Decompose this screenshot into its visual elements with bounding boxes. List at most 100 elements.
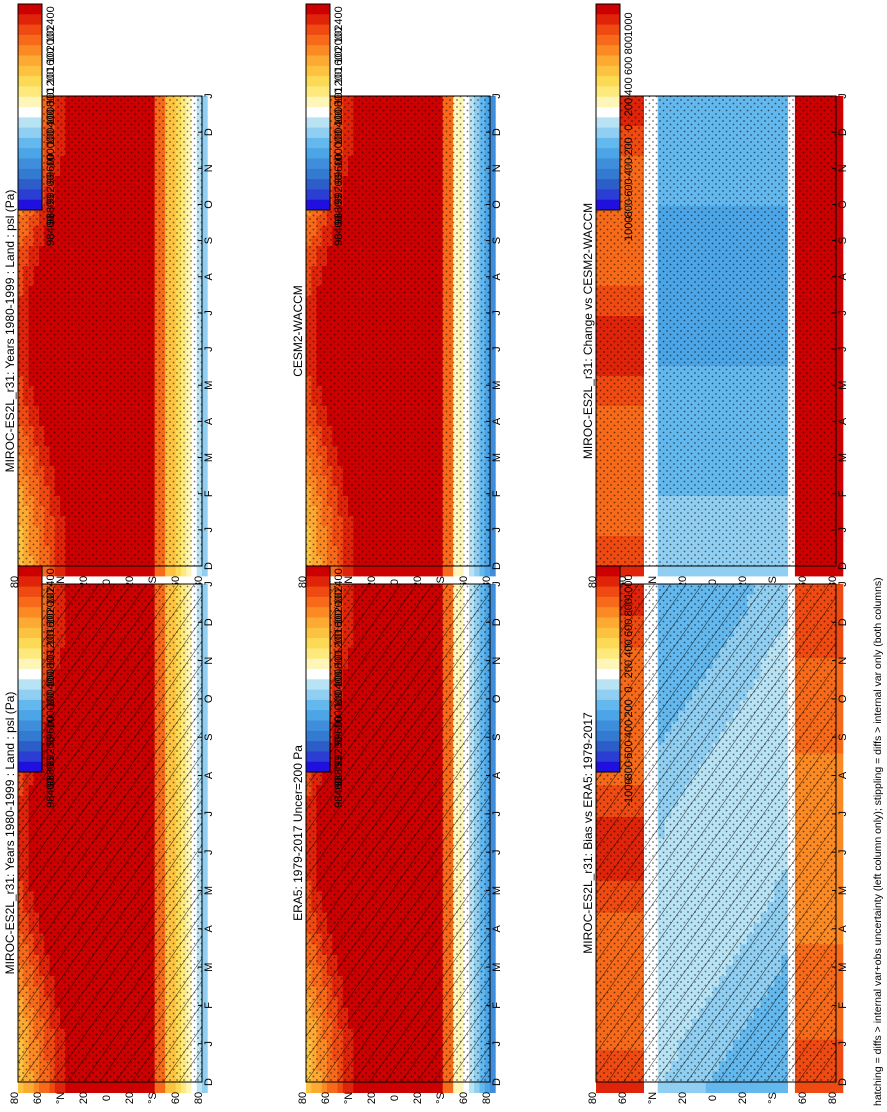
- colorbar-swatch: [596, 730, 620, 742]
- colorbar-swatch: [18, 96, 42, 108]
- colorbar-swatch: [596, 751, 620, 763]
- colorbar-swatch: [306, 710, 330, 721]
- colorbar-swatch: [306, 96, 330, 108]
- colorbar-tick-label: -600: [623, 740, 635, 762]
- colorbar-swatch: [306, 24, 330, 36]
- month-tick-label: F: [837, 490, 849, 497]
- colorbar-tick-label: 102400: [333, 568, 345, 605]
- lat-tick-label: 0: [101, 1095, 113, 1101]
- colorbar-tick-label: 101200: [45, 630, 57, 667]
- colorbar-tick-label: 800: [623, 36, 635, 54]
- colorbar: 1024001020001016001012001008001004001000…: [305, 565, 345, 808]
- colorbar-tick-label: 101600: [45, 47, 57, 84]
- colorbar-tick-label: 98800: [333, 757, 345, 788]
- month-tick-label: D: [491, 618, 503, 626]
- colorbar-swatch: [596, 679, 620, 690]
- colorbar-swatch: [18, 699, 42, 711]
- colorbar-tick-label: 102000: [45, 589, 57, 626]
- colorbar-swatch: [18, 34, 42, 46]
- month-tick-label: D: [491, 562, 503, 570]
- lat-tick-label: °S: [767, 576, 779, 588]
- lat-tick-label: 60: [320, 1092, 332, 1104]
- month-tick-label: N: [203, 164, 215, 172]
- colorbar-swatch: [306, 45, 330, 56]
- month-tick-label: S: [491, 734, 503, 741]
- colorbar-swatch: [18, 710, 42, 721]
- colorbar-swatch: [596, 179, 620, 190]
- hatching-overlay: [18, 584, 202, 1082]
- stippling-overlay: [306, 96, 490, 566]
- panel-p4: DJFMAMJJASONDJ8060°N20020°S6080CESM2-WAC…: [291, 3, 503, 588]
- colorbar-swatch: [306, 566, 330, 577]
- colorbar-tick-label: 101600: [45, 609, 57, 646]
- month-tick-label: J: [837, 527, 849, 533]
- colorbar-swatch: [18, 689, 42, 701]
- colorbar-swatch: [306, 4, 330, 15]
- colorbar-tick-label: 102000: [333, 589, 345, 626]
- lat-tick-label: 80: [193, 1092, 205, 1104]
- month-tick-label: J: [491, 346, 503, 352]
- colorbar-swatch: [306, 76, 330, 87]
- month-tick-label: M: [491, 886, 503, 895]
- lat-tick-label: 80: [9, 1092, 21, 1104]
- month-tick-label: J: [837, 93, 849, 99]
- month-tick-label: O: [491, 200, 503, 209]
- colorbar-tick-label: 101200: [333, 630, 345, 667]
- month-tick-label: J: [837, 346, 849, 352]
- colorbar-swatch: [596, 627, 620, 639]
- month-tick-label: N: [491, 164, 503, 172]
- month-tick-label: S: [491, 237, 503, 244]
- colorbar-swatch: [596, 617, 620, 629]
- colorbar-swatch: [18, 158, 42, 170]
- month-tick-label: A: [837, 417, 849, 425]
- colorbar-tick-label: 98400: [333, 777, 345, 808]
- colorbar-tick-label: -800: [623, 199, 635, 221]
- colorbar-swatch: [306, 158, 330, 170]
- colorbar-swatch: [306, 34, 330, 46]
- colorbar-swatch: [306, 638, 330, 649]
- panel-p2: DJFMAMJJASONDJ8060°N20020°S6080MIROC-ES2…: [3, 3, 215, 588]
- colorbar-tick-label: 101200: [333, 68, 345, 105]
- colorbar-frame: [17, 565, 43, 773]
- lat-tick-label: 20: [737, 1092, 749, 1104]
- month-tick-label: O: [203, 200, 215, 209]
- month-tick-label: A: [203, 417, 215, 425]
- month-tick-label: S: [837, 237, 849, 244]
- month-tick-label: D: [203, 618, 215, 626]
- month-tick-label: D: [203, 562, 215, 570]
- stippling-overlay: [596, 96, 836, 566]
- colorbar-tick-label: 99600: [45, 716, 57, 747]
- colorbar-swatch: [306, 86, 330, 98]
- colorbar-swatch: [596, 76, 620, 87]
- panel-title: ERA5: 1979-2017 Uncer=200 Pa: [291, 745, 305, 921]
- colorbar-frame: [305, 3, 331, 211]
- colorbar-tick-label: 102400: [45, 6, 57, 43]
- stippling-overlay: [18, 96, 202, 566]
- colorbar-swatch: [596, 137, 620, 149]
- month-tick-label: D: [203, 1078, 215, 1086]
- month-tick-label: M: [837, 453, 849, 462]
- colorbar-tick-label: -200: [623, 699, 635, 721]
- colorbar-swatch: [18, 86, 42, 98]
- colorbar-swatch: [596, 65, 620, 77]
- colorbar-swatch: [306, 117, 330, 128]
- lat-tick-label: °N: [55, 1092, 67, 1104]
- lat-tick-label: °N: [647, 1092, 659, 1104]
- colorbar-swatch: [596, 689, 620, 701]
- panel-title: MIROC-ES2L_r31: Change vs CESM2-WACCM: [581, 203, 595, 459]
- month-tick-label: F: [203, 490, 215, 497]
- month-tick-label: J: [837, 849, 849, 855]
- lat-tick-label: 20: [677, 1092, 689, 1104]
- month-tick-label: J: [203, 346, 215, 352]
- panel-p1: D J F M A M J J A S O N D J 80 60 °N 20 0 20 °S 60 80 MIROC-ES2…: [3, 565, 215, 1104]
- colorbar-swatch: [306, 720, 330, 732]
- month-tick-label: N: [837, 164, 849, 172]
- lat-tick-label: 80: [297, 1092, 309, 1104]
- lat-tick-label: °N: [343, 1092, 355, 1104]
- colorbar-swatch: [306, 65, 330, 77]
- colorbar-swatch: [596, 761, 620, 773]
- month-tick-label: J: [491, 849, 503, 855]
- colorbar-tick-label: 100800: [45, 651, 57, 688]
